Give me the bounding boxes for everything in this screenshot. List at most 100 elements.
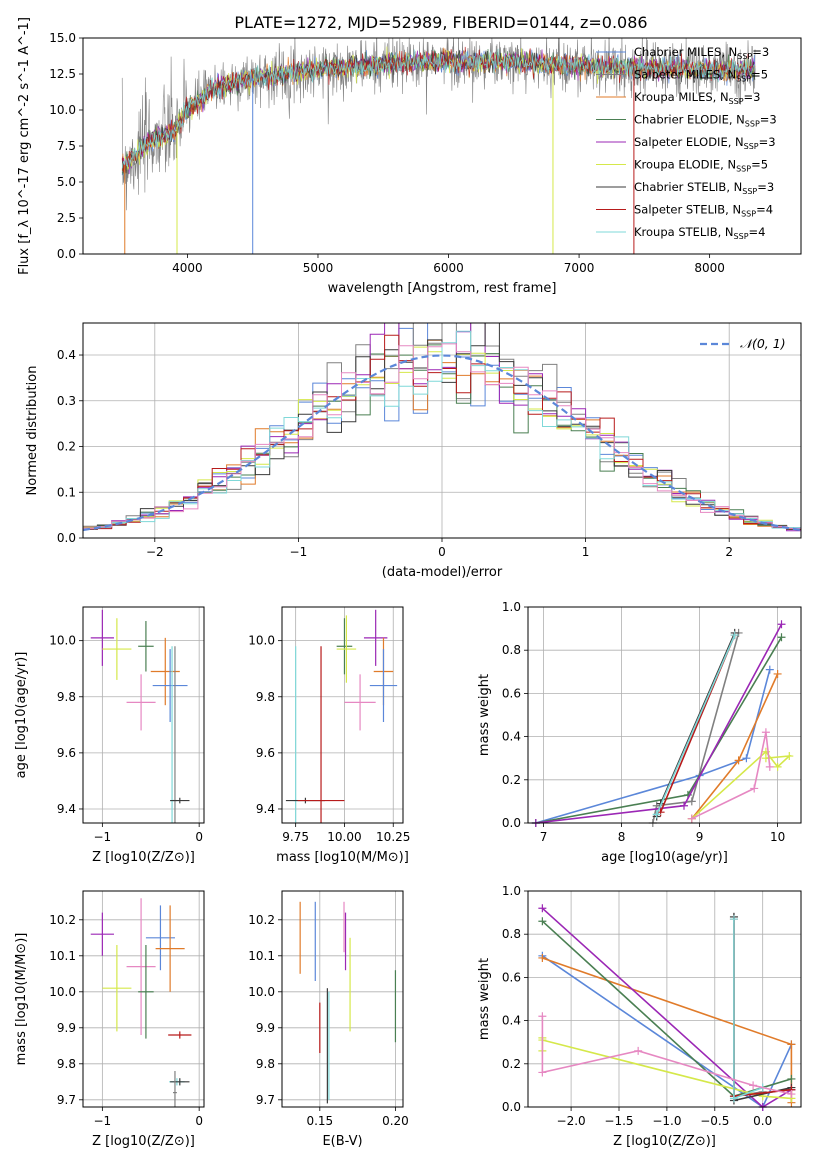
y-tick-label: 9.6 [57, 746, 76, 760]
legend-value: =3 [757, 180, 774, 194]
y-tick-label: 10.1 [49, 949, 76, 963]
plus-marker [687, 814, 696, 823]
model-spectrum-line [121, 48, 756, 169]
legend-label: 𝒩(0, 1) [740, 336, 786, 351]
x-tick-label: 2 [725, 545, 733, 559]
axes-frame [82, 322, 802, 539]
x-axis-label: E(B-V) [322, 1134, 362, 1149]
y-tick-label: 9.7 [256, 1093, 275, 1107]
y-tick-label: 10.0 [49, 634, 76, 648]
axes-frame [82, 890, 205, 1108]
plus-marker [787, 1074, 796, 1083]
y-tick-label: 0.8 [502, 927, 521, 941]
series-line [541, 955, 793, 1107]
x-tick-label: 0.0 [753, 1114, 772, 1128]
residuals-panel: −2 −1 0 1 2 0.0 0.1 0.2 0.3 0.4 (data-model)/error… [25, 322, 802, 580]
massweight_vs_age-panel: 7 8 9 10 0.0 0.2 0.4 0.6 0.8 1.0 age [log10(age/yr… [477, 600, 802, 865]
y-tick-label: 0.0 [502, 1100, 521, 1114]
y-tick-label: 0.0 [57, 247, 76, 261]
y-tick-label: 10.1 [248, 949, 275, 963]
plus-marker [749, 1081, 758, 1090]
y-tick-label: 10.0 [49, 103, 76, 117]
x-tick-label: 1 [582, 545, 590, 559]
plus-marker [687, 797, 696, 806]
plus-marker [538, 917, 547, 926]
y-tick-label: 0.8 [502, 643, 521, 657]
series-line [655, 634, 736, 815]
age_vs_Z-panel: −1 0 9.4 9.6 9.8 10.0 Z [log10(Z/Z⊙)] age [log1… [14, 606, 205, 865]
y-tick-label: 2.5 [57, 211, 76, 225]
plus-marker [773, 762, 782, 771]
x-axis-label: wavelength [Angstrom, rest frame] [328, 281, 557, 296]
x-axis-label: Z [log10(Z/Z⊙)] [613, 1134, 716, 1149]
legend-label: Chabrier ELODIE, NSSP=3 [634, 113, 777, 129]
plus-marker [734, 756, 743, 765]
axes-frame [281, 890, 404, 1108]
y-tick-label: 7.5 [57, 139, 76, 153]
y-tick-label: 0.1 [57, 485, 76, 499]
y-tick-label: 0.6 [502, 686, 521, 700]
y-tick-label: 12.5 [49, 67, 76, 81]
y-tick-label: 0.0 [57, 531, 76, 545]
y-tick-label: 0.4 [502, 1014, 521, 1028]
series-line [541, 907, 792, 1107]
legend-subscript: SSP [729, 97, 744, 106]
plus-marker [730, 631, 739, 640]
x-tick-label: 0.15 [306, 1114, 333, 1128]
series-line [691, 732, 771, 820]
legend-label: Chabrier MILES, NSSP=3 [634, 45, 769, 61]
gaussian-reference-line [83, 354, 801, 532]
series-line [733, 916, 763, 1098]
legend-value: =4 [756, 203, 773, 217]
plus-marker [761, 728, 770, 737]
y-tick-label: 9.6 [256, 746, 275, 760]
legend-subscript: SSP [734, 232, 749, 241]
legend-subscript: SSP [745, 120, 760, 129]
y-tick-label: 0.0 [502, 816, 521, 830]
axes-frame [527, 890, 802, 1108]
legend-label: Kroupa MILES, NSSP=3 [634, 90, 760, 106]
plus-marker [785, 752, 794, 761]
plus-marker [680, 801, 688, 810]
x-tick-label: −1.5 [604, 1114, 633, 1128]
y-tick-label: 10.0 [248, 985, 275, 999]
residual-histogram-line [83, 323, 801, 530]
legend-subscript: SSP [737, 52, 752, 61]
series-line [535, 636, 783, 823]
y-tick-label: 9.4 [57, 802, 76, 816]
age_vs_mass-panel: 9.75 10.00 10.25 9.4 9.6 9.8 10.0 mass [log10(M… [248, 606, 410, 865]
legend-value: =3 [760, 113, 777, 127]
legend-subscript: SSP [742, 187, 757, 196]
x-tick-label: 8 [618, 830, 626, 844]
axes-frame [82, 606, 205, 824]
legend-subscript: SSP [736, 75, 751, 84]
plus-marker [787, 1090, 796, 1099]
plus-marker [765, 665, 774, 674]
y-tick-label: 9.8 [57, 690, 76, 704]
y-tick-label: 1.0 [502, 884, 521, 898]
legend-value: =5 [751, 68, 768, 82]
x-axis-label: Z [log10(Z/Z⊙)] [92, 850, 195, 865]
y-tick-label: 10.0 [248, 634, 275, 648]
x-tick-label: 9.75 [282, 830, 309, 844]
legend-label: Kroupa ELODIE, NSSP=5 [634, 158, 768, 174]
plus-marker [538, 1068, 547, 1077]
y-tick-label: 9.8 [57, 1057, 76, 1071]
x-tick-label: −1 [94, 830, 112, 844]
spectrum-panel: 4000 5000 6000 7000 8000 0.0 2.5 5.0 7.5 10.0 12.5… [17, 17, 802, 296]
legend-label: Chabrier STELIB, NSSP=3 [634, 180, 774, 196]
x-tick-label: −2.0 [557, 1114, 586, 1128]
legend-value: =4 [749, 225, 766, 239]
plus-marker [538, 904, 547, 913]
plus-marker [777, 633, 786, 642]
y-tick-label: 9.9 [256, 1021, 275, 1035]
massweight_vs_Z-panel: −2.0 −1.5 −1.0 −0.5 0.0 0.0 0.2 0.4 0.6 0.8 1.0 Z [… [477, 884, 802, 1149]
x-axis-label: mass [log10(M/M⊙)] [276, 850, 409, 865]
plus-marker [765, 762, 774, 771]
y-tick-label: 10.2 [248, 913, 275, 927]
y-tick-label: 5.0 [57, 175, 76, 189]
x-tick-label: 10 [770, 830, 785, 844]
x-tick-label: 6000 [433, 261, 464, 275]
plus-marker [729, 1094, 738, 1103]
